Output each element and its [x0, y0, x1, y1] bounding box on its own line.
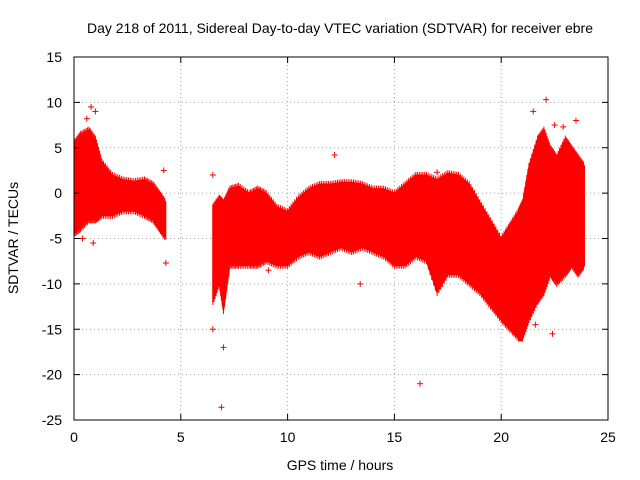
tick-labels: 0 5 10 15 20 25 -25 -20 -15 -10 -5 0 5 10 15 [42, 49, 616, 445]
x-tick-label: 15 [387, 429, 403, 445]
y-tick-label: -15 [42, 321, 62, 337]
data-point [83, 115, 90, 122]
data-point [88, 103, 95, 110]
data-point [417, 380, 424, 387]
data-point [218, 404, 225, 411]
axis-ticks [73, 56, 609, 421]
chart-title: Day 218 of 2011, Sidereal Day-to-day VTE… [87, 20, 593, 36]
y-tick-label: 5 [54, 140, 62, 156]
data-point [209, 171, 216, 178]
data-point [92, 108, 99, 115]
data-point [530, 108, 537, 115]
y-tick-label: 0 [54, 185, 62, 201]
data-point [160, 167, 167, 174]
data-point [209, 326, 216, 333]
x-tick-label: 20 [493, 429, 509, 445]
data-point [265, 267, 272, 274]
y-tick-label: -20 [42, 367, 62, 383]
data-point [162, 260, 169, 267]
data-point [331, 152, 338, 159]
data-point [434, 169, 441, 176]
data-point [543, 96, 550, 103]
y-tick-label: -10 [42, 276, 62, 292]
x-axis-label: GPS time / hours [287, 457, 394, 473]
x-tick-label: 10 [280, 429, 296, 445]
y-tick-label: -5 [50, 231, 63, 247]
data-point [572, 117, 579, 124]
x-tick-label: 5 [177, 429, 185, 445]
y-tick-label: 15 [46, 49, 62, 65]
data-point [560, 123, 567, 130]
data-point [357, 280, 364, 287]
data-point [90, 240, 97, 247]
data-point [549, 330, 556, 337]
x-tick-label: 0 [70, 429, 78, 445]
x-tick-label: 25 [600, 429, 616, 445]
data-point [532, 321, 539, 328]
data-point [79, 235, 86, 242]
y-tick-label: 10 [46, 94, 62, 110]
sdtvar-series [73, 96, 585, 411]
y-tick-label: -25 [42, 412, 62, 428]
data-point [551, 122, 558, 129]
y-axis-label: SDTVAR / TECUs [5, 182, 21, 294]
data-point [220, 344, 227, 351]
